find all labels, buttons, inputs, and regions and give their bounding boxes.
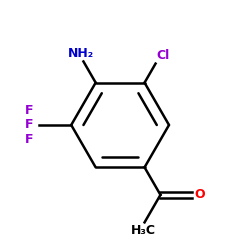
Text: H₃C: H₃C xyxy=(131,224,156,237)
Text: F: F xyxy=(25,118,33,132)
Text: F: F xyxy=(25,133,33,146)
Text: NH₂: NH₂ xyxy=(68,47,94,60)
Text: Cl: Cl xyxy=(157,50,170,62)
Text: F: F xyxy=(25,104,33,117)
Text: O: O xyxy=(195,188,205,201)
